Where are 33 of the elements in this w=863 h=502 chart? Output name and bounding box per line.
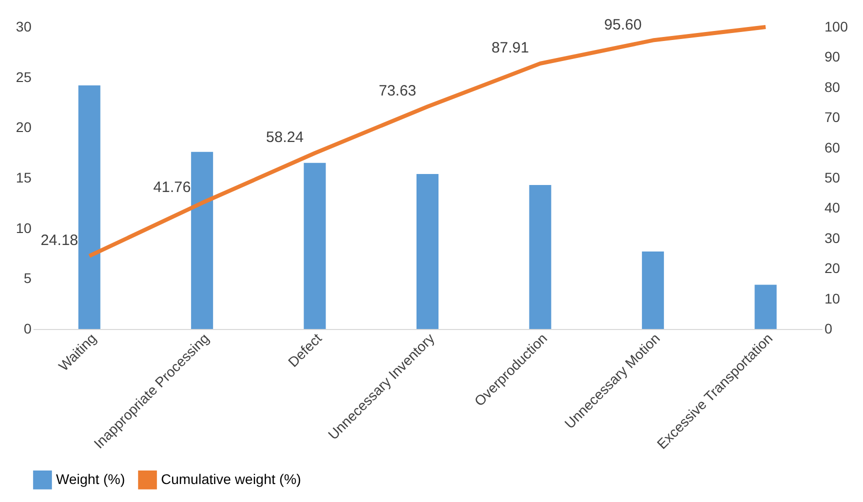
legend-label: Cumulative weight (%) <box>161 470 302 487</box>
data-label: 95.60 <box>604 16 642 34</box>
y2-tick-label: 90 <box>824 48 840 65</box>
bar <box>754 284 777 329</box>
y2-tick-label: 50 <box>824 170 840 186</box>
data-label: 41.76 <box>153 178 191 196</box>
y-tick-label: 30 <box>16 18 32 34</box>
y2-tick-label: 80 <box>824 78 840 95</box>
y-tick-label: 5 <box>24 270 32 286</box>
y2-tick-label: 100 <box>824 18 848 34</box>
y2-tick-label: 60 <box>824 139 840 156</box>
bar <box>416 174 438 329</box>
y-tick-label: 0 <box>24 320 32 336</box>
data-label: 73.63 <box>378 82 416 100</box>
data-label: 87.91 <box>491 40 529 57</box>
y2-tick-label: 70 <box>824 109 840 126</box>
bar <box>78 85 100 329</box>
y-tick-label: 25 <box>16 68 32 85</box>
y-tick-label: 20 <box>16 119 32 136</box>
y2-tick-label: 30 <box>824 230 840 246</box>
legend-label: Weight (%) <box>56 470 125 487</box>
y-tick-label: 15 <box>16 170 32 186</box>
y2-tick-label: 10 <box>824 290 840 306</box>
data-label: 58.24 <box>266 129 304 146</box>
bar <box>304 162 326 329</box>
y-tick-label: 10 <box>16 220 32 236</box>
bar <box>191 152 214 329</box>
y2-tick-label: 20 <box>824 260 840 276</box>
bar <box>529 185 552 329</box>
data-label: 24.18 <box>40 232 78 249</box>
y2-tick-label: 40 <box>824 200 840 216</box>
y2-tick-label: 0 <box>824 320 832 336</box>
bar <box>642 251 664 329</box>
